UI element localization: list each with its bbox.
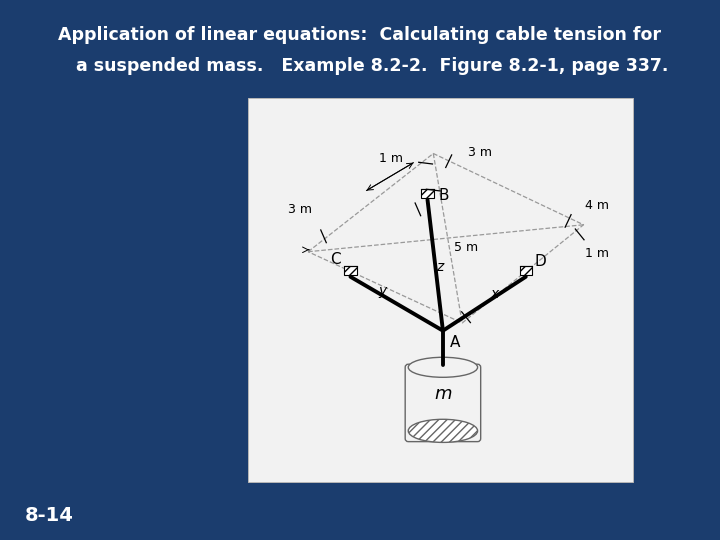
Text: 5 m: 5 m (454, 241, 479, 254)
FancyBboxPatch shape (405, 364, 481, 442)
Text: 3 m: 3 m (467, 146, 492, 159)
Text: $m$: $m$ (433, 385, 452, 403)
Text: a suspended mass.   Example 8.2-2.  Figure 8.2-1, page 337.: a suspended mass. Example 8.2-2. Figure … (52, 57, 668, 75)
Text: 3 m: 3 m (288, 203, 312, 216)
Bar (344, 266, 356, 275)
Text: D: D (534, 254, 546, 269)
Text: 1 m: 1 m (379, 152, 403, 165)
Text: $z$: $z$ (436, 260, 446, 274)
Ellipse shape (408, 357, 477, 377)
Text: C: C (330, 252, 341, 267)
Ellipse shape (408, 419, 477, 442)
Text: Application of linear equations:  Calculating cable tension for: Application of linear equations: Calcula… (58, 26, 662, 44)
Text: A: A (450, 335, 460, 349)
Text: 8-14: 8-14 (25, 506, 74, 525)
Text: 4 m: 4 m (585, 199, 609, 212)
Bar (520, 266, 532, 275)
Text: $x$: $x$ (490, 287, 500, 301)
Text: $y$: $y$ (378, 285, 389, 300)
Text: B: B (438, 188, 449, 204)
Bar (421, 190, 433, 198)
Text: 1 m: 1 m (585, 247, 609, 260)
